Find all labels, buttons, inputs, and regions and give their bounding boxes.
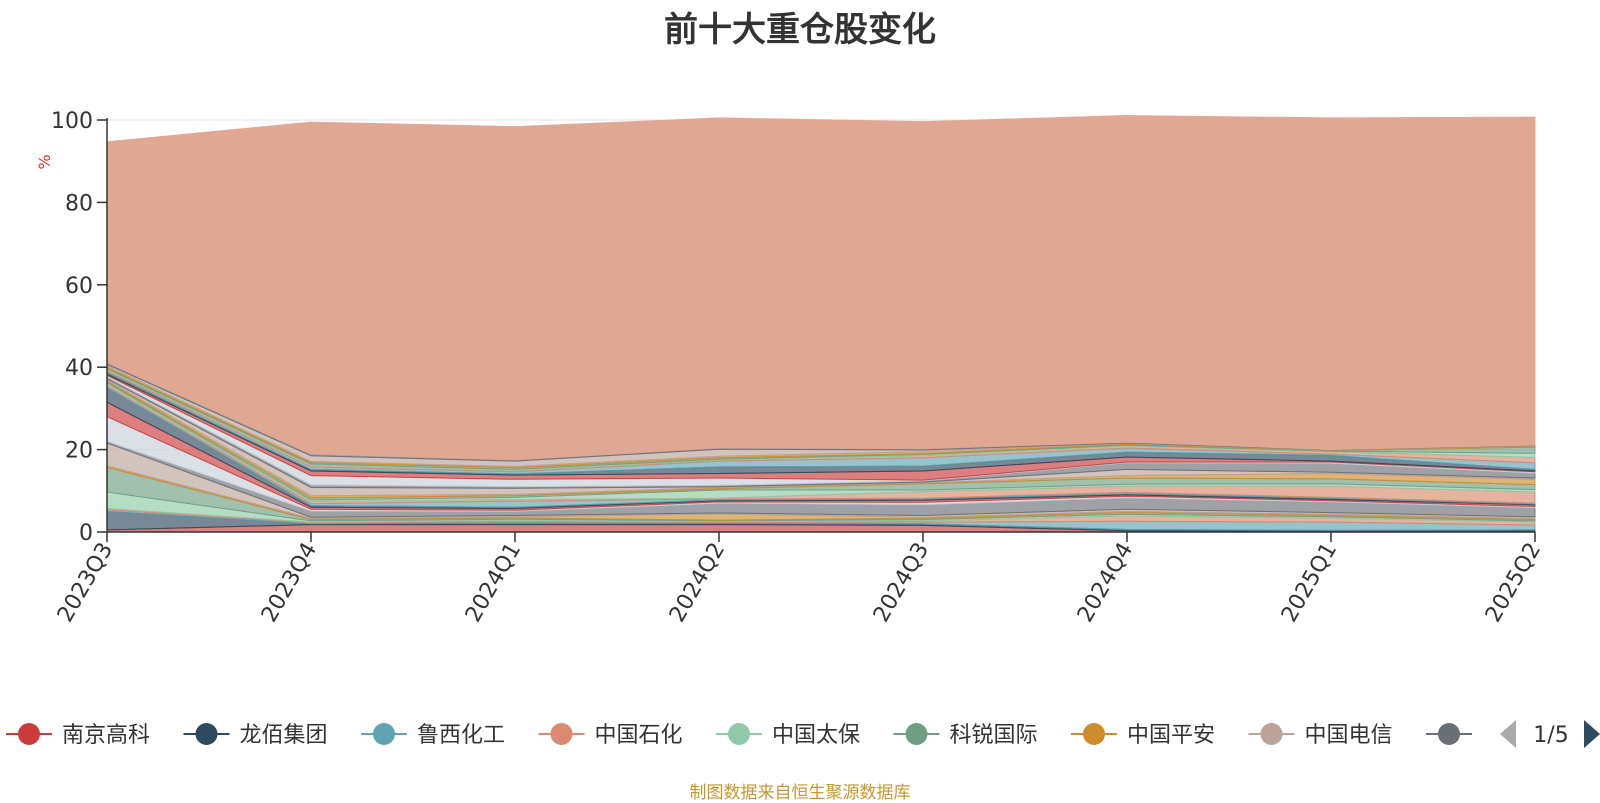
legend-item[interactable]: 中国石化 <box>538 723 683 748</box>
x-tick-label: 2023Q3 <box>53 539 118 627</box>
legend-label: 中国电信 <box>1305 723 1393 748</box>
x-tick-label: 2024Q1 <box>461 539 526 627</box>
legend-item[interactable]: 科锐国际 <box>893 723 1038 748</box>
legend-item-clipped[interactable] <box>1426 723 1472 745</box>
legend-marker <box>550 723 573 745</box>
x-tick-label: 2024Q3 <box>869 539 934 627</box>
legend-label: 鲁西化工 <box>417 723 505 748</box>
legend-label: 中国太保 <box>772 723 860 748</box>
legend-item[interactable]: 龙佰集团 <box>183 723 328 748</box>
legend-marker <box>18 723 40 745</box>
legend-marker <box>905 723 928 745</box>
y-tick-label: 40 <box>65 356 93 381</box>
y-axis-unit-label: % <box>35 154 54 169</box>
legend-label: 南京高科 <box>62 723 150 748</box>
area-series-30 <box>106 114 1536 461</box>
legend-item[interactable]: 中国平安 <box>1071 723 1215 748</box>
legend-prev-page-icon[interactable] <box>1500 720 1516 748</box>
legend-page-indicator: 1/5 <box>1533 723 1568 748</box>
legend[interactable]: 南京高科 龙佰集团 鲁西化工 中国石化 中国太保 科锐国际 中国平安 中国电信 1/5 <box>6 720 1600 748</box>
legend-item[interactable]: 中国太保 <box>716 723 860 748</box>
legend-marker <box>1083 723 1105 745</box>
area-series-layer <box>106 114 1536 533</box>
x-tick-label: 2025Q1 <box>1277 539 1342 627</box>
y-tick-label: 20 <box>65 439 93 464</box>
legend-item[interactable]: 鲁西化工 <box>361 723 505 748</box>
legend-label: 科锐国际 <box>950 723 1038 748</box>
y-tick-label: 0 <box>79 521 93 546</box>
data-source-note: 制图数据来自恒生聚源数据库 <box>689 783 911 803</box>
x-tick-label: 2024Q4 <box>1073 539 1138 627</box>
y-tick-label: 60 <box>65 274 93 299</box>
x-tick-label: 2025Q2 <box>1481 539 1546 627</box>
legend-label: 中国石化 <box>595 723 683 748</box>
legend-next-page-icon[interactable] <box>1584 720 1600 748</box>
legend-item[interactable]: 南京高科 <box>6 723 150 748</box>
x-tick-label: 2024Q2 <box>665 539 730 627</box>
legend-marker <box>728 723 750 745</box>
y-tick-label: 80 <box>65 191 93 216</box>
legend-marker <box>1260 723 1283 745</box>
legend-marker <box>373 723 395 745</box>
legend-label: 中国平安 <box>1127 723 1215 748</box>
legend-label: 龙佰集团 <box>240 723 328 748</box>
y-tick-label: 100 <box>51 109 93 134</box>
chart-title: 前十大重仓股变化 <box>664 10 936 50</box>
x-tick-label: 2023Q4 <box>257 539 322 627</box>
legend-marker <box>195 723 218 745</box>
legend-item[interactable]: 中国电信 <box>1248 723 1393 748</box>
